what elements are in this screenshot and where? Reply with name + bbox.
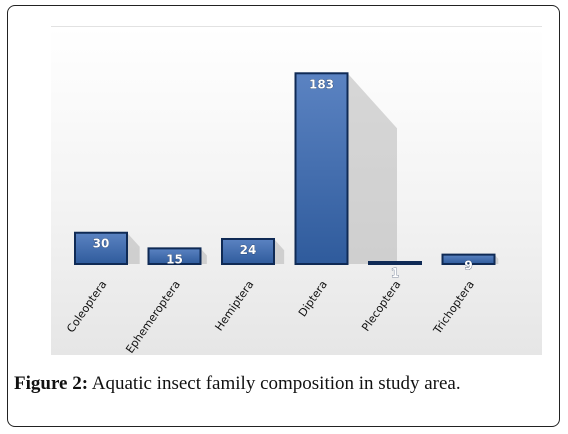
bar-trichoptera: [441, 253, 496, 265]
bar-shadow-coleoptera: [127, 232, 140, 264]
data-label-hemiptera: 24: [240, 243, 257, 257]
bar-shadow-hemiptera: [274, 238, 285, 264]
category-label-coleoptera: Coleoptera: [64, 278, 109, 335]
data-label-ephemeroptera: 15: [166, 252, 183, 266]
bar-coleoptera: [74, 231, 128, 266]
caption-label: Figure 2:: [14, 373, 89, 394]
caption-text: Aquatic insect family composition in stu…: [88, 373, 461, 394]
data-label-diptera: 183: [309, 77, 334, 91]
data-label-plecoptera: 1: [391, 266, 399, 280]
bar-shadow-ephemeroptera: [200, 248, 207, 264]
bar-chart: 30 Coleoptera 15 Ephemeroptera 24 Hemiptera 18…: [64, 72, 499, 356]
data-label-trichoptera: 9: [464, 259, 472, 273]
data-label-coleoptera: 30: [93, 237, 110, 251]
category-label-trichoptera: Trichoptera: [430, 278, 477, 337]
category-label-ephemeroptera: Ephemeroptera: [123, 278, 183, 355]
bar-diptera: [294, 72, 349, 265]
bar-plecoptera: [368, 261, 422, 265]
bar-shadow-diptera: [347, 73, 397, 264]
bar-ephemeroptera: [147, 247, 202, 266]
category-label-hemiptera: Hemiptera: [212, 278, 256, 333]
figure-caption: Figure 2: Aquatic insect family composit…: [14, 373, 554, 395]
bar-hemiptera: [221, 237, 275, 265]
category-label-diptera: Diptera: [296, 278, 330, 319]
plot-area: 30 Coleoptera 15 Ephemeroptera 24 Hemiptera 18…: [51, 26, 542, 356]
category-label-plecoptera: Plecoptera: [359, 278, 403, 333]
